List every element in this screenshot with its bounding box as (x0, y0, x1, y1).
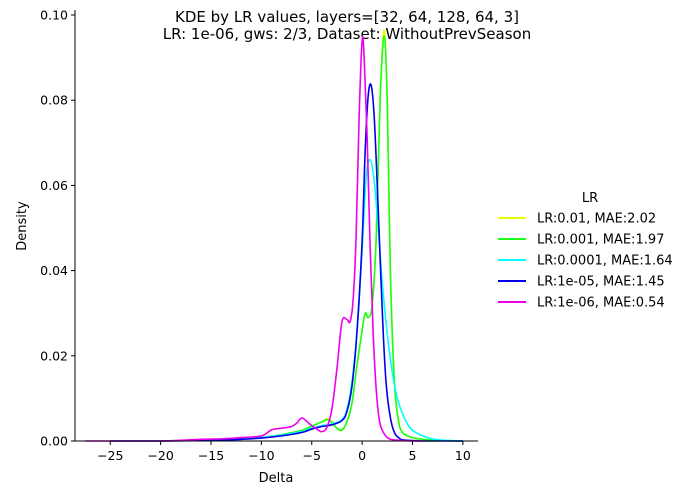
legend-item-4: LR:1e-05, MAE:1.45 (498, 275, 665, 290)
legend-item-3: LR:0.0001, MAE:1.64 (498, 254, 673, 269)
chart-title: KDE by LR values, layers=[32, 64, 128, 6… (163, 8, 531, 43)
series-line-2 (110, 35, 463, 442)
y-tick-label: 0.06 (40, 178, 68, 193)
x-tick-label: 5 (409, 448, 417, 463)
x-tick-label: −10 (248, 448, 274, 463)
legend-label: LR:1e-06, MAE:0.54 (537, 296, 665, 311)
y-tick-label: 0.04 (40, 263, 68, 278)
y-axis-ticks: 0.00 0.02 0.04 0.06 0.08 0.10 (40, 8, 75, 449)
x-tick-label: −25 (97, 448, 123, 463)
x-tick-label: 0 (358, 448, 366, 463)
legend-label: LR:0.01, MAE:2.02 (537, 212, 656, 227)
legend-label: LR:0.001, MAE:1.97 (537, 233, 664, 248)
legend-items: LR:0.01, MAE:2.02 LR:0.001, MAE:1.97 LR:0.… (498, 212, 673, 311)
legend-title: LR (582, 191, 598, 206)
series-line-4 (110, 83, 463, 442)
y-tick-label: 0.10 (40, 8, 68, 23)
y-axis-label: Density (15, 201, 30, 251)
chart-title-line1: KDE by LR values, layers=[32, 64, 128, 6… (175, 8, 519, 26)
y-tick-label: 0.02 (40, 348, 68, 363)
x-axis-label: Delta (259, 471, 294, 486)
legend-item-1: LR:0.01, MAE:2.02 (498, 212, 656, 227)
legend-label: LR:0.0001, MAE:1.64 (537, 254, 673, 269)
legend-item-2: LR:0.001, MAE:1.97 (498, 233, 664, 248)
series-line-3 (110, 158, 463, 442)
plot-lines (85, 29, 463, 442)
y-tick-label: 0.08 (40, 93, 68, 108)
series-line-5 (85, 35, 423, 442)
legend-label: LR:1e-05, MAE:1.45 (537, 275, 665, 290)
chart-title-line2: LR: 1e-06, gws: 2/3, Dataset: WithoutPre… (163, 25, 531, 43)
series-line-1 (110, 29, 463, 442)
y-tick-label: 0.00 (40, 434, 68, 449)
legend-item-5: LR:1e-06, MAE:0.54 (498, 296, 665, 311)
x-tick-label: −20 (147, 448, 173, 463)
x-tick-label: −5 (303, 448, 321, 463)
x-tick-label: −15 (198, 448, 224, 463)
x-tick-label: 10 (455, 448, 471, 463)
axes (74, 10, 478, 442)
x-axis-ticks: −25 −20 −15 −10 −5 0 5 10 (97, 441, 471, 463)
